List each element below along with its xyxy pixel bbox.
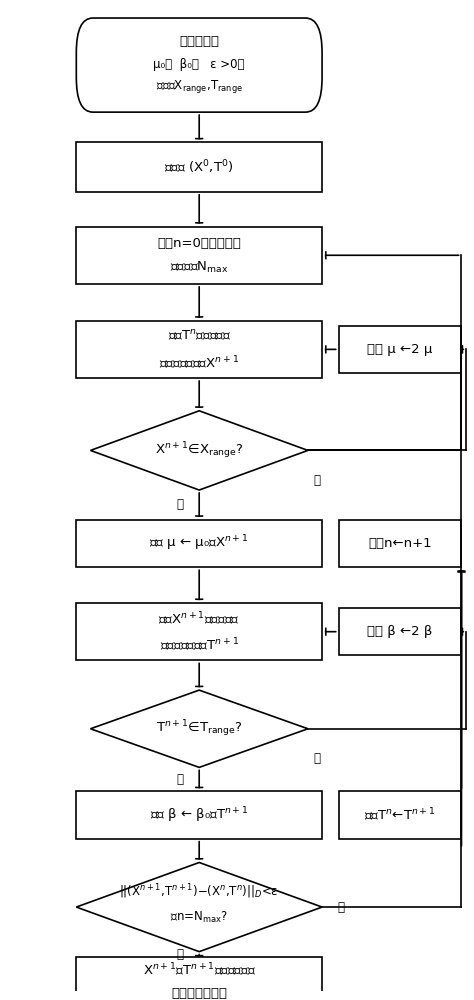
Text: ||(X$^{n+1}$,T$^{n+1}$)$-$(X$^n$,T$^n$)||$_D$<ε: ||(X$^{n+1}$,T$^{n+1}$)$-$(X$^n$,T$^n$)|… xyxy=(119,882,279,901)
Polygon shape xyxy=(91,411,308,490)
Text: X$^{n+1}$∈X$_{\mathrm{range}}$?: X$^{n+1}$∈X$_{\mathrm{range}}$? xyxy=(155,440,244,461)
Text: 更新n←n+1: 更新n←n+1 xyxy=(368,537,432,550)
Text: 更新 μ ←2 μ: 更新 μ ←2 μ xyxy=(367,343,433,356)
Text: 设置n=0，设定最大: 设置n=0，设定最大 xyxy=(157,237,241,250)
Text: X$^{n+1}$和T$^{n+1}$作为待测区域: X$^{n+1}$和T$^{n+1}$作为待测区域 xyxy=(143,961,256,978)
FancyBboxPatch shape xyxy=(338,791,462,839)
Text: 否: 否 xyxy=(337,901,345,914)
Polygon shape xyxy=(91,690,308,767)
FancyBboxPatch shape xyxy=(76,791,322,839)
Text: 否: 否 xyxy=(314,752,321,765)
FancyBboxPatch shape xyxy=(338,326,462,373)
Text: 浓度场和温度场: 浓度场和温度场 xyxy=(171,987,227,1000)
Text: 正则化方法计算T$^{n+1}$: 正则化方法计算T$^{n+1}$ xyxy=(160,636,239,653)
Text: 更新 μ ← μ₀、X$^{n+1}$: 更新 μ ← μ₀、X$^{n+1}$ xyxy=(149,534,249,553)
FancyBboxPatch shape xyxy=(76,142,322,192)
FancyBboxPatch shape xyxy=(338,608,462,655)
Text: 初始化参数: 初始化参数 xyxy=(179,35,219,48)
Text: 更新T$^n$←T$^{n+1}$: 更新T$^n$←T$^{n+1}$ xyxy=(365,806,436,823)
FancyBboxPatch shape xyxy=(338,520,462,567)
FancyBboxPatch shape xyxy=(76,957,322,1000)
Text: 更新 β ←2 β: 更新 β ←2 β xyxy=(367,625,433,638)
FancyBboxPatch shape xyxy=(76,520,322,567)
FancyBboxPatch shape xyxy=(76,227,322,284)
Text: 假设X$^{n+1}$已知，通过: 假设X$^{n+1}$已知，通过 xyxy=(158,610,240,627)
Text: μ₀，  β₀，   ε >0，: μ₀， β₀， ε >0， xyxy=(154,58,245,71)
Text: 假设T$^n$已知，通过: 假设T$^n$已知，通过 xyxy=(167,329,231,344)
Text: 正则化方法计算X$^{n+1}$: 正则化方法计算X$^{n+1}$ xyxy=(159,354,239,371)
Text: 或n=N$_{\mathrm{max}}$?: 或n=N$_{\mathrm{max}}$? xyxy=(170,909,228,925)
Text: 是: 是 xyxy=(177,948,184,961)
FancyBboxPatch shape xyxy=(76,603,322,660)
Text: 容许集X$_{\mathrm{range}}$,T$_{\mathrm{range}}$: 容许集X$_{\mathrm{range}}$,T$_{\mathrm{rang… xyxy=(156,78,243,95)
Text: 否: 否 xyxy=(314,474,321,487)
FancyBboxPatch shape xyxy=(76,321,322,378)
FancyBboxPatch shape xyxy=(76,18,322,112)
Text: 迭代次数N$_{\mathrm{max}}$: 迭代次数N$_{\mathrm{max}}$ xyxy=(170,260,228,275)
Text: 初始值 (X$^0$,T$^0$): 初始值 (X$^0$,T$^0$) xyxy=(164,158,234,176)
Polygon shape xyxy=(76,862,322,952)
Text: T$^{n+1}$∈T$_{\mathrm{range}}$?: T$^{n+1}$∈T$_{\mathrm{range}}$? xyxy=(156,718,243,739)
Text: 更新 β ← β₀、T$^{n+1}$: 更新 β ← β₀、T$^{n+1}$ xyxy=(150,805,248,825)
Text: 是: 是 xyxy=(177,498,184,511)
Text: 是: 是 xyxy=(177,773,184,786)
